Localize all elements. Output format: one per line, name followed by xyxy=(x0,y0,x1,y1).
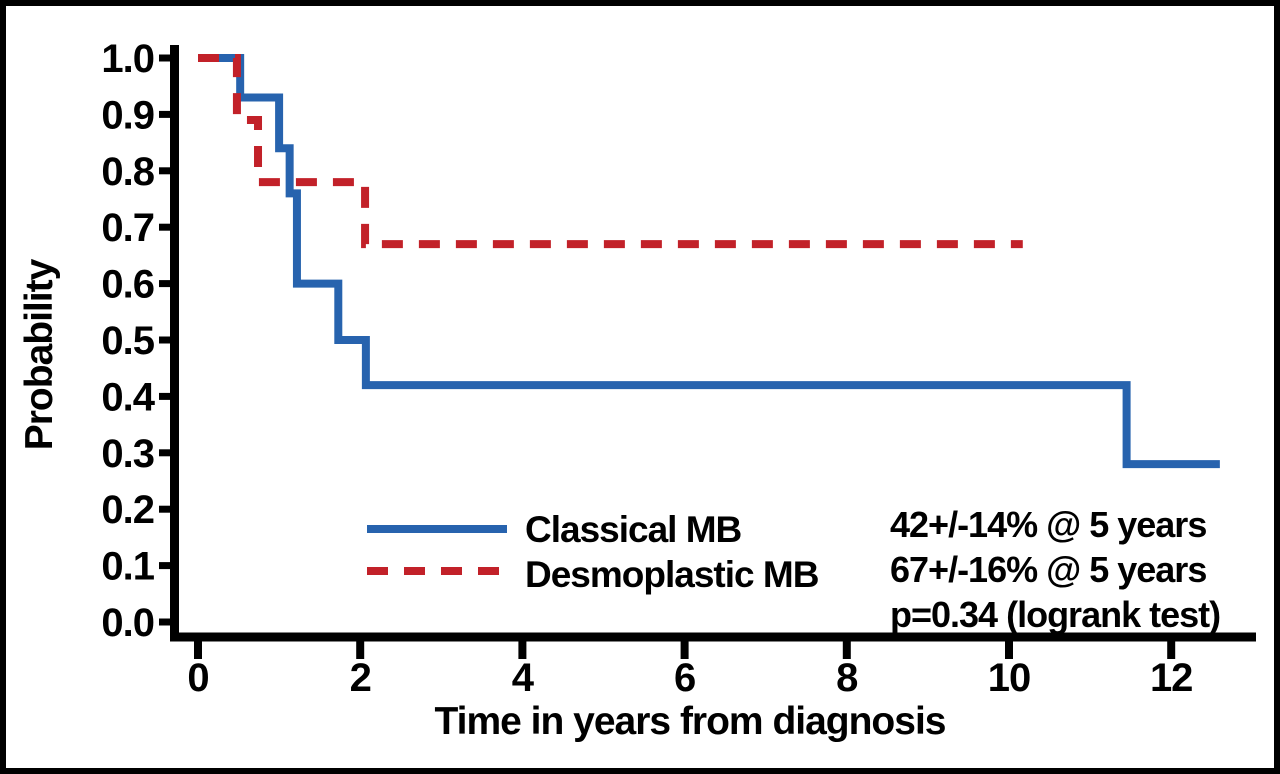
x-tick-label: 10 xyxy=(988,656,1031,700)
x-tick-label: 12 xyxy=(1150,656,1193,700)
x-tick-label: 8 xyxy=(836,656,858,700)
annotation-desmoplastic-5yr: 67+/-16% @ 5 years xyxy=(890,549,1206,590)
classical-mb-curve xyxy=(198,54,1220,469)
y-tick-label: 0.0 xyxy=(101,601,154,645)
y-tick-label: 0.1 xyxy=(101,545,154,589)
y-tick-label: 1.0 xyxy=(101,37,154,81)
annotation-pvalue: p=0.34 (logrank test) xyxy=(890,594,1220,635)
x-tick-label: 6 xyxy=(674,656,695,700)
desmoplastic-mb-curve xyxy=(198,54,1023,249)
legend-label-classical: Classical MB xyxy=(525,509,742,550)
y-tick-label: 0.9 xyxy=(101,93,154,137)
x-tick-label: 2 xyxy=(350,656,371,700)
annotations: 42+/-14% @ 5 years 67+/-16% @ 5 years p=… xyxy=(890,504,1221,635)
y-tick-label: 0.5 xyxy=(101,319,154,363)
x-axis-ticks: 0 2 4 6 8 10 12 xyxy=(187,641,1193,700)
legend-label-desmoplastic: Desmoplastic MB xyxy=(525,554,819,595)
x-tick-label: 4 xyxy=(512,656,535,700)
x-tick-label: 0 xyxy=(187,656,208,700)
y-tick-label: 0.7 xyxy=(101,206,154,250)
y-axis-title: Probability xyxy=(18,258,61,450)
y-axis-ticks: 1.0 0.9 0.8 0.7 0.6 0.5 0.4 0.3 0.2 0.1 0.0 xyxy=(101,37,171,645)
y-tick-label: 0.2 xyxy=(101,488,154,532)
y-tick-label: 0.4 xyxy=(101,375,155,419)
annotation-classical-5yr: 42+/-14% @ 5 years xyxy=(890,504,1206,545)
axes xyxy=(170,45,1256,642)
y-tick-label: 0.3 xyxy=(101,432,154,476)
legend: Classical MB Desmoplastic MB xyxy=(367,509,820,595)
x-axis-title: Time in years from diagnosis xyxy=(435,700,946,743)
y-tick-label: 0.8 xyxy=(101,150,154,194)
y-tick-label: 0.6 xyxy=(101,263,154,307)
